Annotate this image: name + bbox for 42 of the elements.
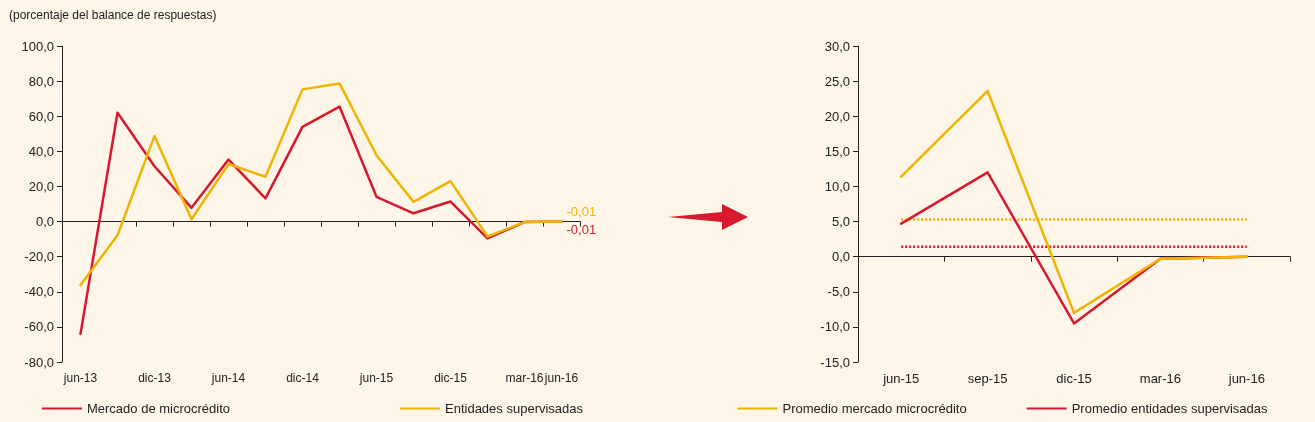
- x-tick-label: jun-15: [358, 371, 394, 385]
- y-tick-label: 5,0: [831, 214, 850, 230]
- x-tick-label: mar-16: [1139, 371, 1181, 386]
- line-series: [79, 82, 563, 287]
- x-tick-label: mar-16: [505, 371, 544, 385]
- x-tick-label: dic-14: [286, 371, 320, 385]
- y-tick-label: -80,0: [24, 354, 54, 370]
- y-tick-label: -10,0: [820, 319, 850, 335]
- data-label: -0,01: [566, 204, 597, 220]
- x-tick-label: jun-15: [882, 371, 920, 386]
- x-tick-label: dic-13: [138, 371, 172, 385]
- y-tick-label: 20,0: [28, 178, 54, 194]
- y-tick-label: 0,0: [35, 214, 54, 230]
- y-tick-label: 10,0: [824, 178, 850, 194]
- data-label: -0,01: [566, 222, 597, 238]
- legend-label: Entidades supervisadas: [445, 401, 584, 416]
- x-tick-label: dic-15: [434, 371, 468, 385]
- x-tick-label: jun-13: [62, 371, 98, 385]
- line-series: [899, 89, 1249, 315]
- y-tick-label: 25,0: [824, 73, 850, 89]
- y-tick-label: -40,0: [24, 284, 54, 300]
- legend-label: Promedio entidades supervisadas: [1071, 401, 1269, 416]
- y-tick-label: -15,0: [820, 354, 850, 370]
- y-tick-label: 40,0: [28, 143, 54, 159]
- y-tick-label: 60,0: [28, 108, 54, 124]
- y-tick-label: 80,0: [28, 73, 54, 89]
- y-tick-label: 15,0: [824, 143, 850, 159]
- y-tick-label: 0,0: [831, 249, 850, 265]
- legend-label: Mercado de microcrédito: [86, 401, 231, 416]
- y-tick-label: -20,0: [24, 249, 54, 265]
- y-tick-label: -60,0: [24, 319, 54, 335]
- y-tick-label: 100,0: [21, 38, 54, 54]
- legend-label: Promedio mercado microcrédito: [782, 401, 967, 416]
- x-tick-label: jun-14: [210, 371, 246, 385]
- x-tick-label: jun-16: [543, 371, 579, 385]
- x-tick-label: dic-15: [1056, 371, 1092, 386]
- y-axis-title: (porcentaje del balance de respuestas): [9, 8, 217, 22]
- y-tick-label: 20,0: [824, 108, 850, 124]
- x-tick-label: sep-15: [967, 371, 1008, 386]
- y-tick-label: -5,0: [827, 284, 850, 300]
- y-tick-label: 30,0: [824, 38, 850, 54]
- x-tick-label: jun-16: [1227, 371, 1265, 386]
